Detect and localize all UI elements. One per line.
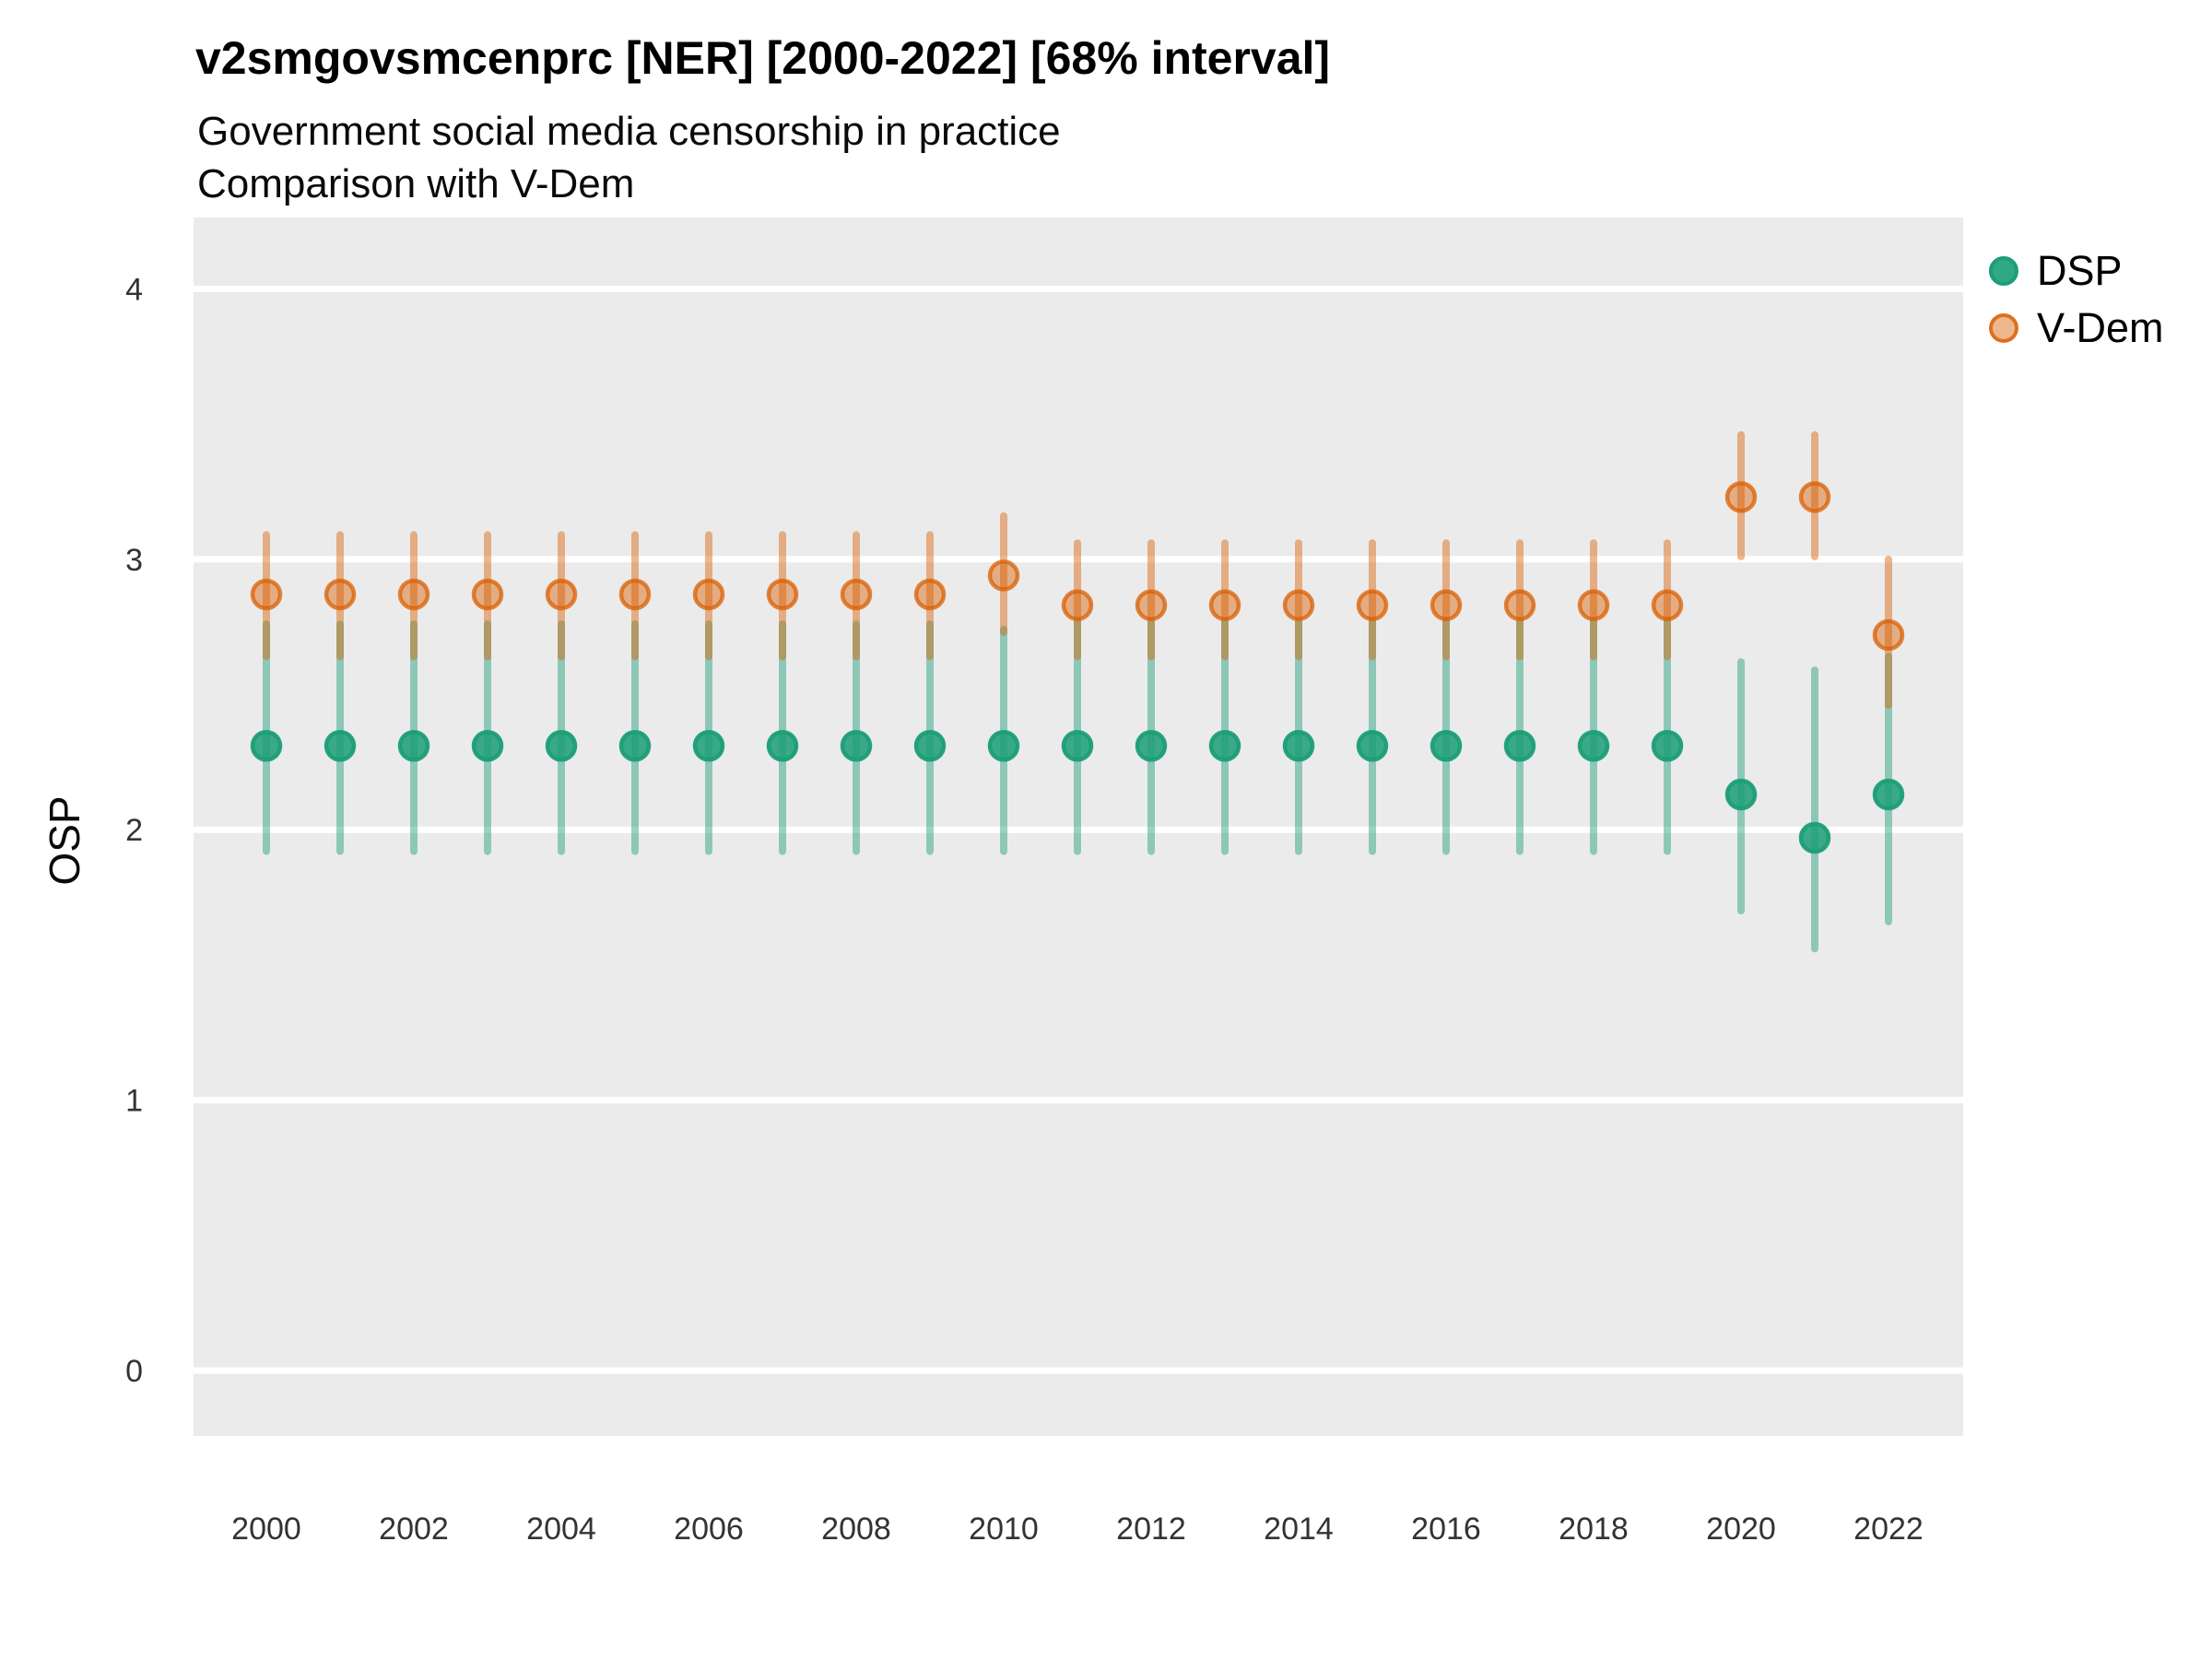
vdem-point-2012 <box>1135 589 1168 621</box>
dsp-point-2019 <box>1651 729 1684 762</box>
vdem-point-2005 <box>618 578 652 611</box>
dsp-point-2017 <box>1503 729 1536 762</box>
x-tick-label-2004: 2004 <box>526 1512 596 1547</box>
dsp-point-2011 <box>1061 729 1094 762</box>
x-tick-label-2010: 2010 <box>969 1512 1039 1547</box>
dsp-point-icon <box>1989 256 2018 286</box>
vdem-point-2015 <box>1356 589 1389 621</box>
vdem-point-2017 <box>1503 589 1536 621</box>
dsp-point-2013 <box>1208 729 1241 762</box>
y-tick-label-2: 2 <box>125 813 143 848</box>
dsp-point-2004 <box>545 729 578 762</box>
x-tick-label-2000: 2000 <box>231 1512 301 1547</box>
dsp-point-2003 <box>471 729 504 762</box>
vdem-point-2008 <box>840 578 873 611</box>
dsp-point-2012 <box>1135 729 1168 762</box>
vdem-point-2020 <box>1724 481 1758 513</box>
vdem-point-2004 <box>545 578 578 611</box>
legend-label-vdem: V-Dem <box>2037 304 2164 351</box>
x-tick-label-2016: 2016 <box>1411 1512 1481 1547</box>
vdem-point-2002 <box>397 578 430 611</box>
x-tick-label-2014: 2014 <box>1264 1512 1334 1547</box>
dsp-point-2009 <box>913 729 947 762</box>
dsp-point-2018 <box>1577 729 1610 762</box>
dsp-point-2014 <box>1282 729 1315 762</box>
y-tick-label-1: 1 <box>125 1084 143 1119</box>
dsp-point-2016 <box>1430 729 1463 762</box>
legend-label-dsp: DSP <box>2037 247 2123 294</box>
x-tick-label-2022: 2022 <box>1853 1512 1924 1547</box>
vdem-point-icon <box>1989 313 2018 343</box>
legend-item-vdem: V-Dem <box>1989 304 2164 352</box>
x-tick-label-2002: 2002 <box>379 1512 449 1547</box>
vdem-point-2014 <box>1282 589 1315 621</box>
vdem-point-2000 <box>250 578 283 611</box>
x-tick-label-2008: 2008 <box>821 1512 891 1547</box>
vdem-point-2021 <box>1798 481 1831 513</box>
vdem-point-2022 <box>1872 618 1905 652</box>
dsp-point-2005 <box>618 729 652 762</box>
vdem-point-2006 <box>692 578 725 611</box>
vdem-point-2016 <box>1430 589 1463 621</box>
dsp-point-2000 <box>250 729 283 762</box>
dsp-point-2015 <box>1356 729 1389 762</box>
chart-subtitle-line2: Comparison with V-Dem <box>197 161 635 206</box>
vdem-point-2003 <box>471 578 504 611</box>
dsp-point-2022 <box>1872 778 1905 811</box>
y-tick-label-3: 3 <box>125 543 143 578</box>
dsp-point-2007 <box>766 729 799 762</box>
vdem-point-2019 <box>1651 589 1684 621</box>
dsp-point-2006 <box>692 729 725 762</box>
vdem-point-2009 <box>913 578 947 611</box>
chart-subtitle-line1: Government social media censorship in pr… <box>197 109 1061 154</box>
x-tick-label-2012: 2012 <box>1116 1512 1186 1547</box>
vdem-point-2001 <box>324 578 357 611</box>
vdem-point-2010 <box>987 559 1020 592</box>
vdem-point-2007 <box>766 578 799 611</box>
y-tick-label-4: 4 <box>125 272 143 307</box>
dsp-point-2010 <box>987 729 1020 762</box>
dsp-point-2002 <box>397 729 430 762</box>
y-tick-label-0: 0 <box>125 1354 143 1389</box>
legend-item-dsp: DSP <box>1989 247 2164 295</box>
dsp-point-2020 <box>1724 778 1758 811</box>
chart-title: v2smgovsmcenprc [NER] [2000-2022] [68% i… <box>195 32 1331 84</box>
legend: DSP V-Dem <box>1989 247 2164 352</box>
dsp-point-2001 <box>324 729 357 762</box>
vdem-point-2013 <box>1208 589 1241 621</box>
x-tick-label-2020: 2020 <box>1706 1512 1776 1547</box>
dsp-point-2008 <box>840 729 873 762</box>
x-tick-label-2006: 2006 <box>674 1512 744 1547</box>
dsp-point-2021 <box>1798 821 1831 854</box>
vdem-point-2011 <box>1061 589 1094 621</box>
vdem-point-2018 <box>1577 589 1610 621</box>
x-tick-label-2018: 2018 <box>1559 1512 1629 1547</box>
